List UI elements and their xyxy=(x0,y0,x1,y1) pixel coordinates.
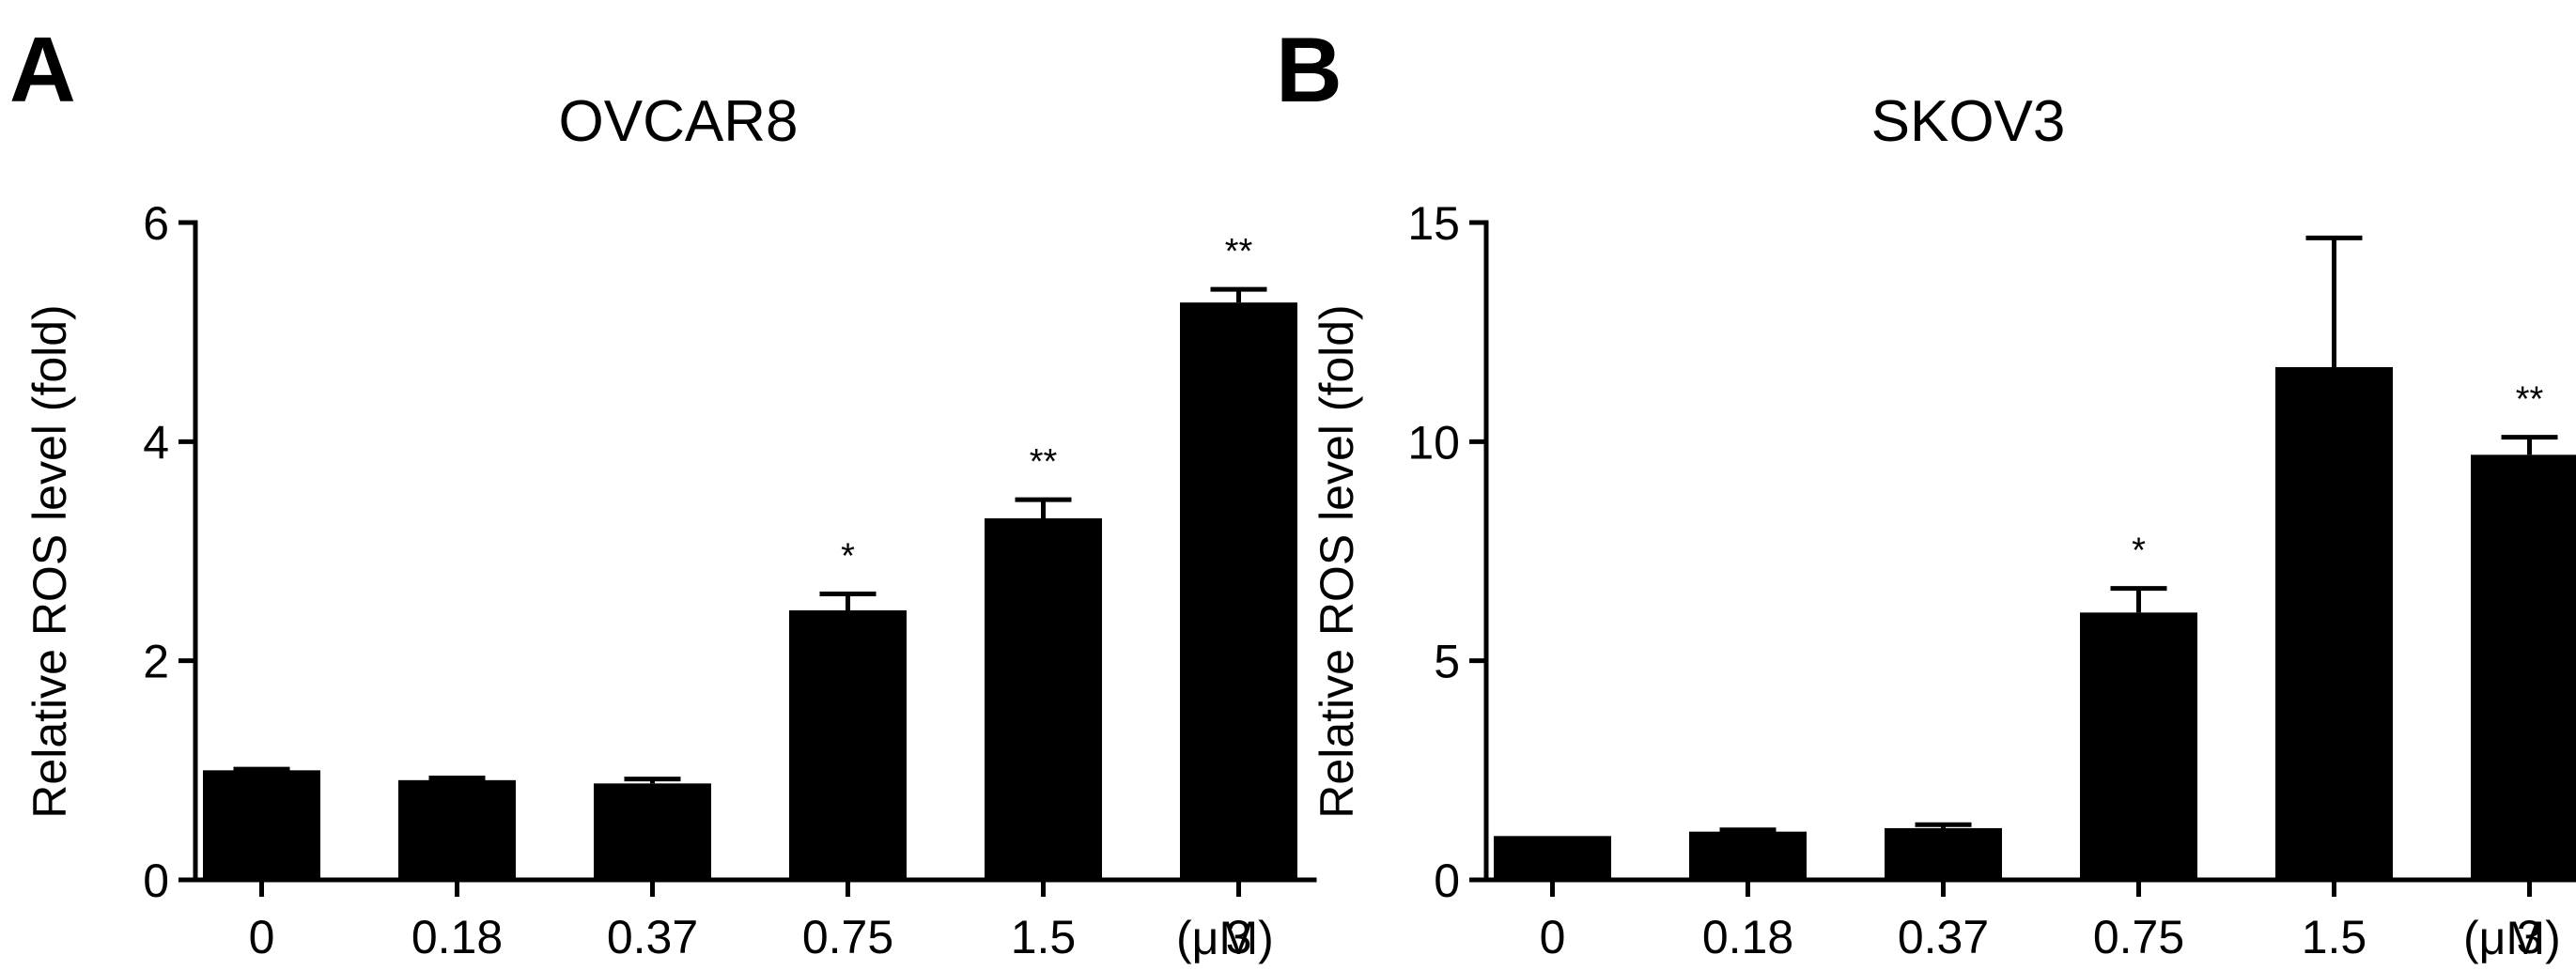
bar xyxy=(2080,612,2197,880)
panel-letter-a: A xyxy=(9,18,76,121)
y-tick-label: 2 xyxy=(143,636,169,688)
bar xyxy=(203,770,320,880)
y-tick-label: 0 xyxy=(143,855,169,907)
axes-b: 0 5 10 15 0 0.18 0.37 0.75 1.5 3 xyxy=(1407,197,2576,963)
panel-a: A OVCAR8 Relative ROS level (fold) (μM) … xyxy=(9,18,1317,964)
bar xyxy=(985,518,1102,880)
bar xyxy=(2471,454,2576,880)
bar xyxy=(1494,836,1611,880)
x-tick-label: 3 xyxy=(2517,911,2543,963)
bars-a: ***** xyxy=(203,232,1297,881)
x-tick-label: 0.18 xyxy=(411,911,503,963)
bar xyxy=(594,783,711,880)
x-tick-label: 0.37 xyxy=(1898,911,1989,963)
x-tick-label: 0.18 xyxy=(1702,911,1793,963)
panel-letter-b: B xyxy=(1276,18,1342,121)
x-tick-label: 1.5 xyxy=(1011,911,1077,963)
bar xyxy=(1689,831,1807,880)
x-tick-label: 0 xyxy=(1540,911,1566,963)
bar xyxy=(789,610,907,880)
bar xyxy=(2275,367,2393,880)
significance-mark: * xyxy=(841,537,855,577)
bar xyxy=(1180,302,1297,881)
x-tick-label: 0.75 xyxy=(802,911,893,963)
y-tick-label: 5 xyxy=(1434,636,1460,688)
x-tick-label: 0.75 xyxy=(2093,911,2184,963)
x-tick-label: 1.5 xyxy=(2302,911,2367,963)
bar xyxy=(398,779,516,880)
y-tick-label: 6 xyxy=(143,197,169,250)
chart-title-skov3: SKOV3 xyxy=(1871,89,2066,154)
bar xyxy=(1885,827,2002,880)
unit-label-a: (μM) xyxy=(1176,912,1274,964)
x-tick-label: 0 xyxy=(249,911,275,963)
unit-label-b: (μM) xyxy=(2463,912,2561,964)
y-axis-label-b: Relative ROS level (fold) xyxy=(1311,304,1363,818)
significance-mark: ** xyxy=(1030,442,1058,482)
axes-a: 0 2 4 6 0 0.18 0.37 0.75 1.5 3 xyxy=(143,197,1317,963)
panel-b: B SKOV3 Relative ROS level (fold) (μM) 0… xyxy=(1276,18,2576,964)
significance-mark: ** xyxy=(1225,232,1253,271)
significance-mark: ** xyxy=(2516,380,2544,420)
x-tick-label: 0.37 xyxy=(607,911,698,963)
y-axis-label-a: Relative ROS level (fold) xyxy=(23,304,76,818)
y-tick-label: 4 xyxy=(143,416,169,469)
chart-title-ovcar8: OVCAR8 xyxy=(559,89,799,154)
significance-mark: * xyxy=(2132,531,2146,571)
bars-b: *** xyxy=(1494,235,2576,880)
y-tick-label: 0 xyxy=(1434,855,1460,907)
y-tick-label: 10 xyxy=(1407,416,1460,469)
x-tick-label: 3 xyxy=(1226,911,1252,963)
y-tick-label: 15 xyxy=(1407,197,1460,250)
